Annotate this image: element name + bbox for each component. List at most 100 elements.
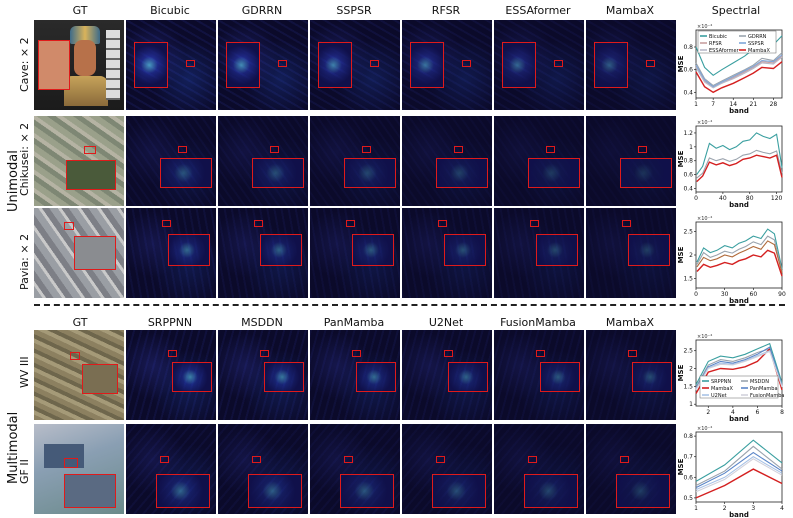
source-box	[622, 220, 631, 227]
y-axis-label: MSE	[677, 364, 685, 381]
y-axis-label: MSE	[677, 55, 685, 72]
series-line-u2net	[695, 456, 783, 491]
zoom-inset	[524, 474, 578, 508]
source-box	[160, 456, 169, 463]
header-srppnn: SRPPNN	[147, 316, 193, 329]
series-line-bicubic	[695, 35, 783, 76]
error-map-wv3-3	[310, 330, 400, 420]
header-gdrrn: GDRRN	[241, 4, 283, 17]
zoom-inset	[264, 362, 304, 392]
series-line-mambax	[696, 249, 783, 277]
series-line-mambax	[695, 61, 783, 94]
source-box	[528, 456, 537, 463]
x-tick-label: 8	[780, 409, 784, 416]
y-tick-label: 0.6	[683, 67, 693, 74]
zoom-inset	[628, 234, 670, 266]
zoom-inset	[502, 42, 536, 88]
error-map-wv3-4	[402, 330, 492, 420]
source-box	[620, 456, 629, 463]
source-box	[546, 146, 555, 153]
x-tick-label: 7	[711, 101, 715, 108]
gt-image-cave	[34, 20, 124, 110]
error-map-cave-1	[126, 20, 216, 110]
source-box	[370, 60, 379, 67]
series-line-mambax	[695, 468, 783, 499]
zoom-inset	[528, 158, 580, 188]
y-axis-label: MSE	[677, 246, 685, 263]
y-tick-label: 0.4	[683, 186, 693, 193]
source-box	[628, 350, 637, 357]
error-map-gf2-2	[218, 424, 308, 514]
header-msddn: MSDDN	[241, 316, 283, 329]
zoom-inset	[352, 234, 394, 266]
x-tick-label: 0	[694, 195, 698, 202]
series-line-msddn	[695, 445, 783, 486]
x-tick-label: 28	[770, 101, 778, 108]
zoom-inset	[172, 362, 212, 392]
zoom-inset	[318, 42, 352, 88]
error-map-gf2-5	[494, 424, 584, 514]
zoom-inset	[448, 362, 488, 392]
error-map-chikusei-4	[402, 116, 492, 206]
legend-box	[699, 375, 779, 399]
header-sspsr: SSPSR	[336, 4, 372, 17]
source-box	[462, 60, 471, 67]
x-axis-label: band	[729, 511, 749, 518]
row-label-chikusei: Chikusei: × 2	[18, 122, 31, 196]
legend-entry: SSPSR	[748, 41, 765, 47]
error-map-gf2-3	[310, 424, 400, 514]
error-map-wv3-2	[218, 330, 308, 420]
x-tick-label: 40	[719, 195, 727, 202]
scale-note: ×10⁻⁴	[697, 216, 712, 222]
x-tick-label: 2	[706, 409, 710, 416]
source-box	[278, 60, 287, 67]
y-tick-label: 0.8	[683, 158, 693, 165]
x-tick-label: 14	[729, 101, 737, 108]
zoom-inset	[248, 474, 302, 508]
legend-box	[697, 30, 777, 54]
series-line-srppnn	[695, 342, 783, 385]
series-line-fusionmamba	[695, 350, 783, 391]
source-box	[454, 146, 463, 153]
series-line-mambax	[695, 347, 783, 394]
error-map-chikusei-6	[586, 116, 676, 206]
error-map-wv3-1	[126, 330, 216, 420]
row-label-cave: Cave: × 2	[18, 37, 31, 92]
zoom-inset	[540, 362, 580, 392]
zoom-inset	[432, 474, 486, 508]
legend-entry: Bicubic	[709, 34, 727, 40]
zoom-inset	[356, 362, 396, 392]
source-box	[352, 350, 361, 357]
x-tick-label: 60	[750, 291, 758, 298]
legend-entry: SRPPNN	[711, 379, 731, 385]
zoom-inset	[134, 42, 168, 88]
source-box	[346, 220, 355, 227]
series-line-panmamba	[695, 346, 783, 389]
source-box	[344, 456, 353, 463]
zoom-inset	[444, 234, 486, 266]
error-map-chikusei-2	[218, 116, 308, 206]
x-tick-label: 4	[731, 409, 735, 416]
error-map-pavia-3	[310, 208, 400, 298]
series-line-rfsr	[696, 240, 783, 274]
error-map-pavia-4	[402, 208, 492, 298]
series-line-bicubic	[696, 132, 783, 175]
series-line-gdrrn	[695, 52, 783, 87]
source-box	[178, 146, 187, 153]
x-tick-label: 6	[756, 409, 760, 416]
zoom-inset	[436, 158, 488, 188]
legend-entry: RFSR	[709, 41, 722, 47]
zoom-inset	[160, 158, 212, 188]
source-box	[362, 146, 371, 153]
error-map-cave-6	[586, 20, 676, 110]
header-fusionmamba: FusionMamba	[500, 316, 576, 329]
source-box	[162, 220, 171, 227]
x-axis-label: band	[729, 107, 749, 115]
zoom-inset	[226, 42, 260, 88]
y-tick-label: 1.2	[683, 130, 693, 137]
legend-entry: MambaX	[711, 386, 733, 392]
y-tick-label: 0.6	[683, 172, 693, 179]
series-line-gdrrn	[696, 235, 783, 272]
legend-entry: FusionMamba	[750, 393, 784, 399]
error-map-cave-4	[402, 20, 492, 110]
